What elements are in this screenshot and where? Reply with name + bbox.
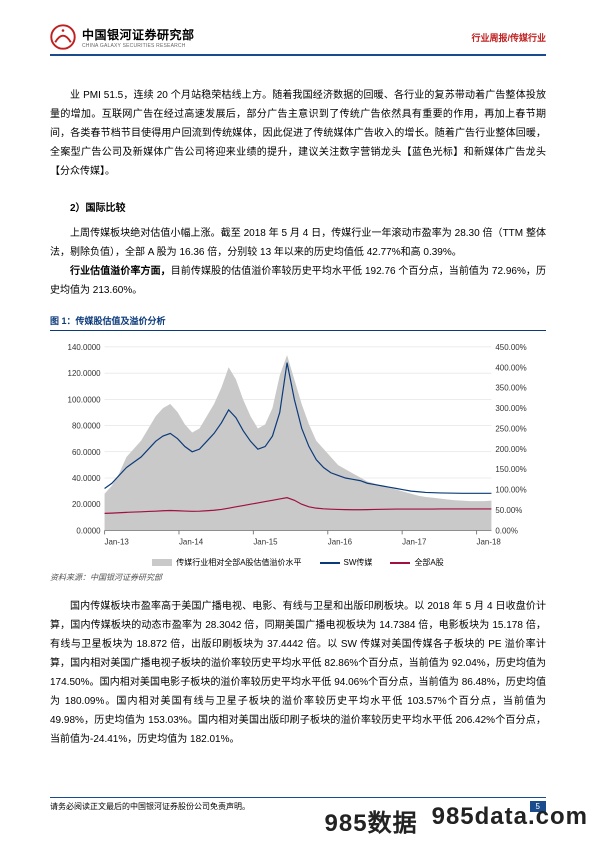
- disclaimer: 请务必阅读正文最后的中国银河证券股份公司免责声明。: [50, 801, 250, 812]
- logo-area: 中国银河证券研究部 CHINA GALAXY SECURITIES RESEAR…: [50, 24, 195, 50]
- svg-text:Jan-14: Jan-14: [179, 537, 204, 546]
- galaxy-logo-icon: [50, 24, 76, 50]
- valuation-chart: 0.0000 20.0000 40.0000 60.0000 80.0000 100.00…: [50, 337, 546, 555]
- svg-text:Jan-13: Jan-13: [105, 537, 130, 546]
- page-header: 中国银河证券研究部 CHINA GALAXY SECURITIES RESEAR…: [50, 24, 546, 56]
- watermark-a: 985数据: [325, 803, 418, 838]
- paragraph-3: 国内传媒板块市盈率高于美国广播电视、电影、有线与卫星和出版印刷板块。以 2018…: [50, 597, 546, 749]
- svg-text:40.0000: 40.0000: [72, 474, 101, 483]
- svg-text:0.00%: 0.00%: [495, 526, 517, 535]
- svg-text:60.0000: 60.0000: [72, 448, 101, 457]
- svg-text:140.0000: 140.0000: [68, 343, 102, 352]
- svg-text:400.00%: 400.00%: [495, 363, 526, 372]
- svg-text:Jan-18: Jan-18: [477, 537, 502, 546]
- svg-text:20.0000: 20.0000: [72, 500, 101, 509]
- svg-text:0.0000: 0.0000: [76, 526, 101, 535]
- para2b-bold: 行业估值溢价率方面，: [70, 266, 171, 277]
- logo-text-en: CHINA GALAXY SECURITIES RESEARCH: [82, 43, 195, 49]
- header-category: 行业周报/传媒行业: [471, 31, 546, 44]
- paragraph-1: 业 PMI 51.5，连续 20 个月站稳荣枯线上方。随着我国经济数据的回暖、各…: [50, 86, 546, 181]
- legend-line1: SW传媒: [344, 557, 373, 568]
- legend-swatch-line2: [390, 562, 410, 564]
- svg-text:300.00%: 300.00%: [495, 404, 526, 413]
- svg-text:120.0000: 120.0000: [68, 369, 102, 378]
- chart-source: 资料来源：中国银河证券研究部: [50, 572, 546, 583]
- watermark: 985数据 985data.com: [325, 803, 588, 838]
- svg-text:150.00%: 150.00%: [495, 465, 526, 474]
- svg-text:Jan-16: Jan-16: [328, 537, 353, 546]
- svg-text:100.00%: 100.00%: [495, 486, 526, 495]
- chart-container: 0.0000 20.0000 40.0000 60.0000 80.0000 100.00…: [50, 337, 546, 568]
- section-2-head: 2）国际比较: [50, 199, 546, 218]
- chart-legend: 传媒行业相对全部A股估值溢价水平 SW传媒 全部A股: [50, 557, 546, 568]
- svg-text:50.00%: 50.00%: [495, 506, 522, 515]
- svg-text:250.00%: 250.00%: [495, 424, 526, 433]
- paragraph-2a: 上周传媒板块绝对估值小幅上涨。截至 2018 年 5 月 4 日，传媒行业一年滚…: [50, 224, 546, 262]
- svg-text:Jan-17: Jan-17: [402, 537, 426, 546]
- svg-text:200.00%: 200.00%: [495, 445, 526, 454]
- legend-line2: 全部A股: [414, 557, 443, 568]
- svg-text:450.00%: 450.00%: [495, 343, 526, 352]
- svg-text:80.0000: 80.0000: [72, 422, 101, 431]
- legend-swatch-area: [152, 559, 172, 566]
- figure-1-title: 图 1：传媒股估值及溢价分析: [50, 314, 546, 331]
- paragraph-2b: 行业估值溢价率方面，目前传媒股的估值溢价率较历史平均水平低 192.76 个百分…: [50, 262, 546, 300]
- logo-text-cn: 中国银河证券研究部: [82, 26, 195, 43]
- svg-text:350.00%: 350.00%: [495, 384, 526, 393]
- legend-area: 传媒行业相对全部A股估值溢价水平: [176, 557, 301, 568]
- svg-text:Jan-15: Jan-15: [253, 537, 278, 546]
- watermark-b: 985data.com: [432, 803, 588, 838]
- legend-swatch-line1: [320, 562, 340, 564]
- svg-text:100.0000: 100.0000: [68, 395, 102, 404]
